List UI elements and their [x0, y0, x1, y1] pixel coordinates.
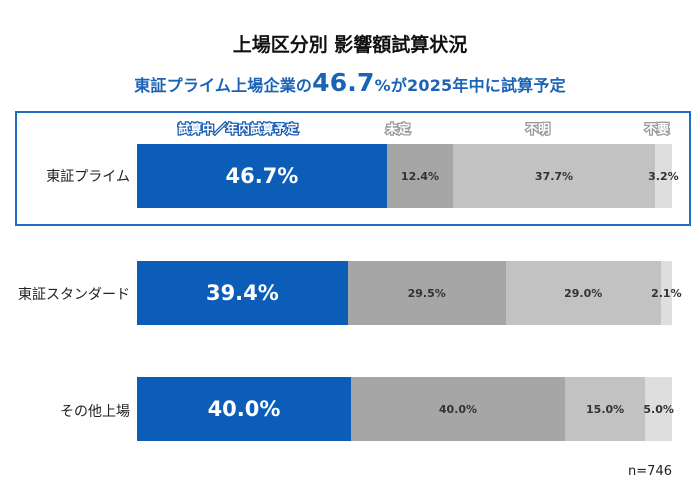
bar-segment-standard-unnecessary: 2.1% — [651, 261, 682, 325]
data-label-prime-unnecessary: 3.2% — [648, 169, 679, 183]
subtitle-highlight-unit: %が — [374, 76, 408, 95]
data-label-other-undecided: 40.0% — [438, 402, 478, 416]
data-label-prime-unknown: 37.7% — [534, 169, 574, 183]
subtitle-prefix: 東証プライム上場企業の — [134, 76, 313, 95]
bar-standard: 39.4% 29.5% 29.0% 2.1% — [137, 261, 682, 325]
row-label-other: その他上場 — [60, 404, 130, 420]
data-label-standard-unnecessary: 2.1% — [651, 286, 682, 300]
sample-size-note: n=746 — [628, 464, 672, 479]
bar-segment-other-unknown: 15.0% — [565, 377, 646, 441]
bar-segment-standard-planned: 39.4% — [137, 261, 348, 325]
bar-segment-standard-undecided: 29.5% — [347, 261, 506, 325]
bar-segment-other-undecided: 40.0% — [351, 377, 565, 441]
data-label-prime-planned: 46.7% — [225, 164, 299, 188]
bar-segment-other-unnecessary: 5.0% — [643, 377, 674, 441]
subtitle-highlight-value: 46.7 — [312, 68, 375, 97]
legend-item-unnecessary: 不要 — [644, 121, 671, 138]
highlight-box-prime — [15, 111, 691, 226]
data-label-standard-undecided: 29.5% — [407, 286, 446, 300]
data-label-prime-undecided: 12.4% — [400, 169, 440, 183]
row-label-standard: 東証スタンダード — [18, 287, 130, 303]
bar-segment-standard-unknown: 29.0% — [505, 261, 661, 325]
bar-segment-prime-unnecessary: 3.2% — [648, 144, 679, 208]
bar-segment-prime-undecided: 12.4% — [386, 144, 454, 208]
legend-item-unknown: 不明 — [525, 121, 552, 138]
row-label-prime: 東証プライム — [46, 169, 130, 185]
data-label-other-unnecessary: 5.0% — [643, 402, 674, 416]
data-label-standard-unknown: 29.0% — [564, 286, 603, 300]
data-label-standard-planned: 39.4% — [205, 281, 279, 305]
bar-segment-prime-planned: 46.7% — [137, 144, 387, 208]
chart-title: 上場区分別 影響額試算状況 — [232, 34, 468, 56]
legend-item-planned: 試算中／年内試算予定 — [177, 121, 300, 138]
bar-prime: 46.7% 12.4% 37.7% 3.2% — [137, 144, 679, 208]
data-label-other-unknown: 15.0% — [586, 402, 625, 416]
legend-item-undecided: 未定 — [385, 121, 412, 138]
bar-other: 40.0% 40.0% 15.0% 5.0% — [137, 377, 674, 441]
data-label-other-planned: 40.0% — [207, 397, 281, 421]
bar-segment-prime-unknown: 37.7% — [453, 144, 655, 208]
subtitle-suffix: 2025年中に試算予定 — [407, 76, 566, 95]
chart-subtitle: 東証プライム上場企業の46.7%が2025年中に試算予定 — [0, 68, 700, 97]
bar-segment-other-planned: 40.0% — [137, 377, 351, 441]
